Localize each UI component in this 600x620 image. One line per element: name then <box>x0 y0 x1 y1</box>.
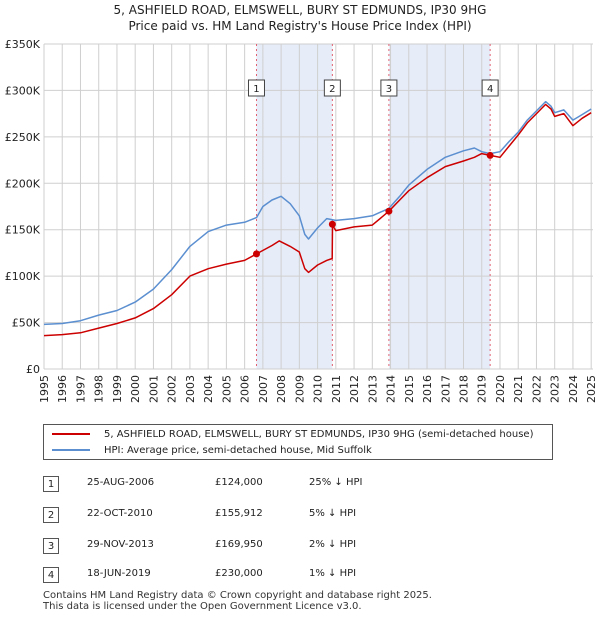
sale-points <box>252 151 494 258</box>
x-tick-label: 2000 <box>129 375 142 403</box>
x-tick-label: 2003 <box>184 375 197 403</box>
chart-title: 5, ASHFIELD ROAD, ELMSWELL, BURY ST EDMU… <box>0 2 600 34</box>
x-tick-label: 2012 <box>348 375 361 403</box>
sale-date: 29-NOV-2013 <box>87 539 154 550</box>
y-tick-label: £200K <box>5 177 41 190</box>
y-tick-label: £50K <box>12 317 41 330</box>
x-tick-label: 2009 <box>293 375 306 403</box>
sale-price: £155,912 <box>215 508 263 519</box>
sale-marker-number: 1 <box>253 84 259 95</box>
y-tick-label: £300K <box>5 84 41 97</box>
title-line-2: Price paid vs. HM Land Registry's House … <box>128 19 472 33</box>
sale-number-badge: 2 <box>43 507 59 523</box>
x-tick-label: 2002 <box>166 375 179 403</box>
footer: Contains HM Land Registry data © Crown c… <box>43 590 432 612</box>
y-tick-label: £350K <box>5 38 41 51</box>
sale-point <box>252 250 260 258</box>
sale-point <box>385 207 393 215</box>
sale-price: £124,000 <box>215 477 263 488</box>
legend-item-property: 5, ASHFIELD ROAD, ELMSWELL, BURY ST EDMU… <box>52 426 533 442</box>
sale-number-badge: 4 <box>43 567 59 583</box>
sale-hpi-diff: 5% ↓ HPI <box>309 508 357 519</box>
legend: 5, ASHFIELD ROAD, ELMSWELL, BURY ST EDMU… <box>43 424 553 460</box>
sale-marker-lines <box>255 44 491 369</box>
x-tick-label: 2004 <box>202 375 215 403</box>
sale-row: 4 18-JUN-2019 £230,000 1% ↓ HPI <box>43 567 403 583</box>
y-tick-label: £100K <box>5 270 41 283</box>
x-tick-label: 2024 <box>567 375 580 403</box>
x-tick-label: 2011 <box>330 375 343 403</box>
hpi-line-swatch <box>52 449 90 451</box>
legend-item-hpi: HPI: Average price, semi-detached house,… <box>52 442 372 458</box>
x-tick-label: 2006 <box>239 375 252 403</box>
x-tick-label: 2016 <box>421 375 434 403</box>
sale-hpi-diff: 25% ↓ HPI <box>309 477 363 488</box>
x-tick-label: 2014 <box>385 375 398 403</box>
footer-licence: This data is licensed under the Open Gov… <box>43 601 362 612</box>
sale-number-badge: 3 <box>43 538 59 554</box>
axes: £0 £50K £100K £150K £200K £250K £300K £350K 1995… <box>5 38 598 403</box>
sale-marker-labels: 1 2 3 4 <box>247 79 499 97</box>
sale-marker-box <box>247 79 265 97</box>
sale-marker-number: 3 <box>386 84 392 95</box>
y-tick-label: £250K <box>5 131 41 144</box>
y-tick-label: £150K <box>5 224 41 237</box>
x-tick-label: 2019 <box>476 375 489 403</box>
sale-price: £169,950 <box>215 539 263 550</box>
sale-marker-box <box>323 79 341 97</box>
sale-date: 25-AUG-2006 <box>87 477 155 488</box>
x-tick-label: 1997 <box>74 375 87 403</box>
sale-date: 18-JUN-2019 <box>87 568 151 579</box>
hpi-line <box>43 100 592 326</box>
sale-row: 3 29-NOV-2013 £169,950 2% ↓ HPI <box>43 538 403 554</box>
sale-hpi-diff: 2% ↓ HPI <box>309 539 357 550</box>
sale-date: 22-OCT-2010 <box>87 508 153 519</box>
grid <box>43 43 593 370</box>
sale-marker-box <box>380 79 398 97</box>
x-tick-label: 2020 <box>494 375 507 403</box>
y-tick-label: £0 <box>26 363 40 376</box>
price-chart: £0 £50K £100K £150K £200K £250K £300K £350K 1995… <box>5 38 598 403</box>
sale-marker-number: 2 <box>329 84 335 95</box>
sale-point <box>486 151 494 159</box>
x-tick-label: 2017 <box>439 375 452 403</box>
sale-point <box>328 220 336 228</box>
property-price-line <box>43 103 592 337</box>
x-tick-label: 2007 <box>257 375 270 403</box>
x-tick-label: 2018 <box>458 375 471 403</box>
x-tick-label: 2001 <box>147 375 160 403</box>
x-tick-label: 1999 <box>111 375 124 403</box>
shaded-periods <box>256 44 491 369</box>
sale-row: 1 25-AUG-2006 £124,000 25% ↓ HPI <box>43 476 403 492</box>
legend-hpi-label: HPI: Average price, semi-detached house,… <box>104 444 372 456</box>
x-tick-label: 1996 <box>56 375 69 403</box>
sale-marker-box <box>481 79 499 97</box>
series-lines <box>43 100 592 337</box>
property-line-swatch <box>52 433 90 435</box>
x-tick-label: 2021 <box>512 375 525 403</box>
legend-property-label: 5, ASHFIELD ROAD, ELMSWELL, BURY ST EDMU… <box>104 428 534 440</box>
x-tick-label: 2005 <box>220 375 233 403</box>
title-line-1: 5, ASHFIELD ROAD, ELMSWELL, BURY ST EDMU… <box>113 3 487 17</box>
sale-number-badge: 1 <box>43 476 59 492</box>
sale-price: £230,000 <box>215 568 263 579</box>
shaded-period <box>388 44 491 369</box>
x-tick-label: 1998 <box>93 375 106 403</box>
sale-row: 2 22-OCT-2010 £155,912 5% ↓ HPI <box>43 507 403 523</box>
sale-hpi-diff: 1% ↓ HPI <box>309 568 357 579</box>
x-tick-label: 2010 <box>312 375 325 403</box>
x-tick-label: 2013 <box>366 375 379 403</box>
shaded-period <box>256 44 333 369</box>
x-tick-label: 2015 <box>403 375 416 403</box>
x-tick-label: 2025 <box>585 375 598 403</box>
x-tick-label: 2023 <box>549 375 562 403</box>
x-tick-label: 2008 <box>275 375 288 403</box>
x-tick-label: 1995 <box>38 375 51 403</box>
sale-marker-number: 4 <box>487 84 493 95</box>
footer-copyright: Contains HM Land Registry data © Crown c… <box>43 590 432 601</box>
x-tick-label: 2022 <box>530 375 543 403</box>
